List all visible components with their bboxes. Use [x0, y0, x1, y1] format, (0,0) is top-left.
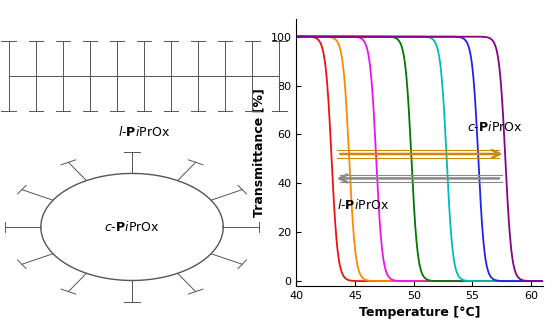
Text: $\it{c}$-$\bf{P}$$\it{i}$PrOx: $\it{c}$-$\bf{P}$$\it{i}$PrOx — [466, 120, 522, 134]
X-axis label: Temperature [°C]: Temperature [°C] — [359, 306, 480, 319]
Text: $\it{l}$-$\bf{P}$$\it{i}$PrOx: $\it{l}$-$\bf{P}$$\it{i}$PrOx — [337, 198, 389, 212]
Text: $\it{l}$-$\bf{P}$$\it{i}$PrOx: $\it{l}$-$\bf{P}$$\it{i}$PrOx — [118, 125, 170, 139]
Y-axis label: Transmittance [%]: Transmittance [%] — [252, 88, 265, 217]
Text: $\it{c}$-$\bf{P}$$\it{i}$PrOx: $\it{c}$-$\bf{P}$$\it{i}$PrOx — [104, 220, 160, 234]
